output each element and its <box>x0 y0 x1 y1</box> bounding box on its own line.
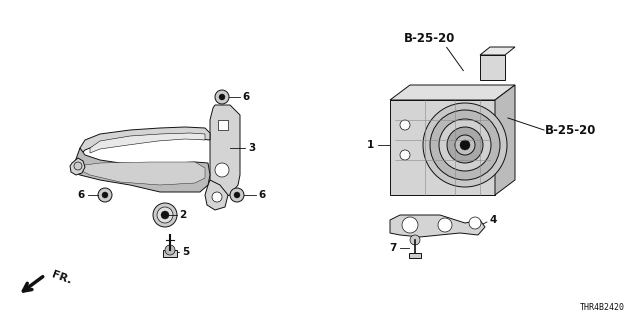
Circle shape <box>153 203 177 227</box>
Text: 2: 2 <box>179 210 186 220</box>
Circle shape <box>219 94 225 100</box>
Text: 6: 6 <box>77 190 85 200</box>
Circle shape <box>438 218 452 232</box>
Text: 1: 1 <box>367 140 374 150</box>
Polygon shape <box>163 250 177 257</box>
Circle shape <box>212 192 222 202</box>
Text: B-25-20: B-25-20 <box>545 124 596 137</box>
Polygon shape <box>72 148 210 192</box>
Polygon shape <box>495 85 515 195</box>
Text: 4: 4 <box>490 215 497 225</box>
Text: B-25-20: B-25-20 <box>404 31 456 44</box>
Text: 6: 6 <box>258 190 265 200</box>
Text: 5: 5 <box>182 247 189 257</box>
Polygon shape <box>80 127 210 155</box>
Circle shape <box>215 163 229 177</box>
Polygon shape <box>390 85 515 100</box>
Circle shape <box>161 211 169 219</box>
Polygon shape <box>480 47 515 55</box>
Polygon shape <box>480 55 505 80</box>
Circle shape <box>230 188 244 202</box>
Polygon shape <box>390 100 495 195</box>
Circle shape <box>215 90 229 104</box>
Circle shape <box>430 110 500 180</box>
Circle shape <box>165 245 175 255</box>
Circle shape <box>447 127 483 163</box>
Circle shape <box>455 135 475 155</box>
Text: 3: 3 <box>248 143 255 153</box>
Polygon shape <box>390 215 485 237</box>
Circle shape <box>460 140 470 150</box>
Text: FR.: FR. <box>50 270 73 286</box>
Circle shape <box>400 120 410 130</box>
Circle shape <box>410 235 420 245</box>
Circle shape <box>157 207 173 223</box>
Circle shape <box>402 217 418 233</box>
Circle shape <box>234 192 240 198</box>
Text: 7: 7 <box>390 243 397 253</box>
Polygon shape <box>90 133 205 153</box>
Circle shape <box>423 103 507 187</box>
Polygon shape <box>70 158 85 175</box>
Polygon shape <box>218 120 228 130</box>
Circle shape <box>98 188 112 202</box>
Circle shape <box>102 192 108 198</box>
Circle shape <box>469 217 481 229</box>
Circle shape <box>439 119 491 171</box>
Polygon shape <box>409 253 421 258</box>
Circle shape <box>74 162 82 170</box>
Text: 6: 6 <box>242 92 249 102</box>
Polygon shape <box>80 162 205 185</box>
Polygon shape <box>205 180 228 210</box>
Polygon shape <box>210 105 240 198</box>
Text: THR4B2420: THR4B2420 <box>580 303 625 313</box>
Circle shape <box>400 150 410 160</box>
